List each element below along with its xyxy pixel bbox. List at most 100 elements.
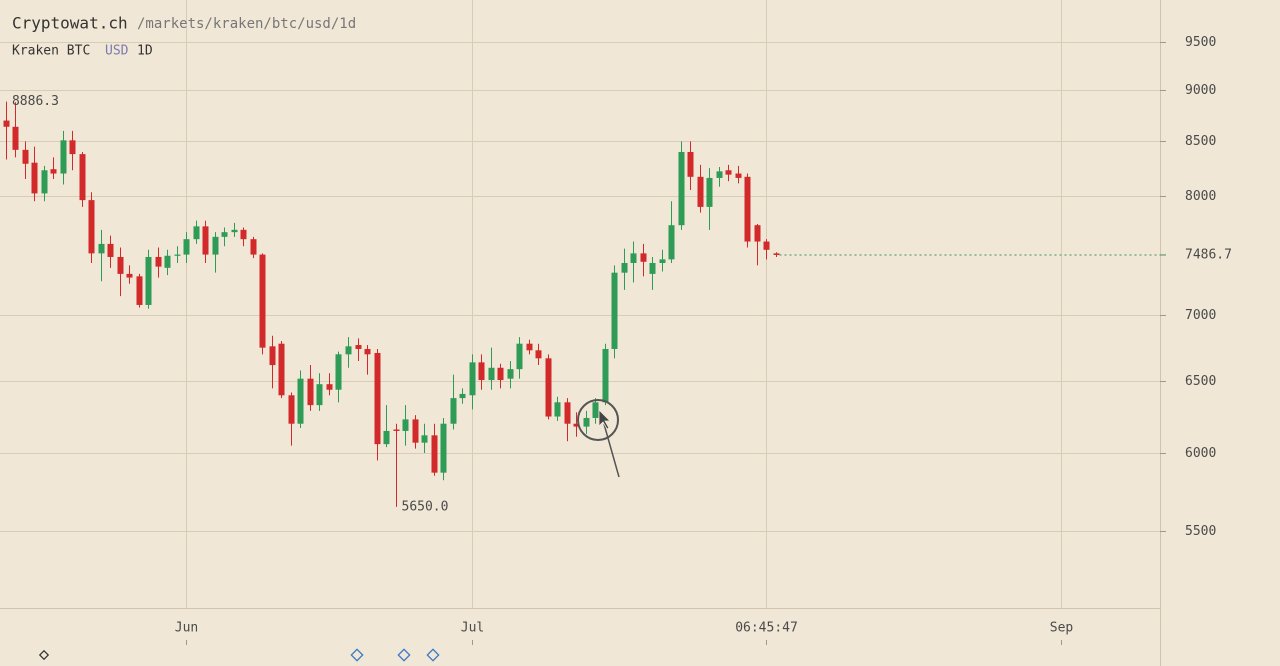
candle-body — [459, 393, 466, 399]
event-marker[interactable] — [350, 648, 364, 662]
candle-body — [316, 384, 323, 406]
candle-body — [554, 402, 561, 417]
period[interactable]: 1D — [137, 44, 153, 59]
candle-body — [469, 362, 476, 396]
candle-body — [697, 176, 704, 207]
candle-body — [12, 126, 19, 150]
candle-body — [412, 419, 419, 443]
market-name: Kraken BTC — [12, 44, 90, 59]
candle-body — [583, 417, 590, 427]
y-tick-label: 8500 — [1185, 134, 1216, 149]
candle-body — [706, 177, 713, 207]
candle-body — [488, 367, 495, 381]
candle-body — [402, 419, 409, 431]
site-title[interactable]: Cryptowat.ch — [12, 14, 128, 33]
candle-body — [773, 253, 780, 255]
candle-body — [231, 229, 238, 233]
y-tick-label: 6500 — [1185, 374, 1216, 389]
candle-body — [621, 262, 628, 273]
candle-body — [630, 253, 637, 263]
candle-body — [602, 348, 609, 403]
candle-body — [649, 262, 656, 274]
candle-body — [640, 253, 647, 262]
candle-body — [592, 402, 599, 418]
candle-body — [763, 241, 770, 250]
candle-body — [193, 226, 200, 240]
candle-body — [393, 429, 400, 431]
candle-body — [88, 200, 95, 254]
candle-body — [269, 346, 276, 366]
last-price-label: 7486.7 — [1185, 247, 1232, 262]
candle-body — [450, 398, 457, 424]
candle-body — [335, 354, 342, 390]
candle-body — [716, 171, 723, 178]
candle-body — [507, 369, 514, 379]
candle-body — [383, 430, 390, 445]
event-markers — [38, 648, 440, 662]
candle-body — [297, 378, 304, 424]
candle-body — [145, 256, 152, 305]
x-tick-label: Jun — [175, 621, 198, 636]
candle-body — [478, 362, 485, 381]
candle-body — [69, 140, 76, 155]
candle-body — [41, 170, 48, 194]
candle-body — [31, 162, 38, 194]
candle-body — [3, 120, 10, 127]
candle-body — [744, 176, 751, 242]
candle-body — [431, 435, 438, 473]
candle-body — [126, 273, 133, 278]
candle-body — [355, 345, 362, 349]
x-tick-label: 06:45:47 — [735, 621, 798, 636]
candle-body — [288, 395, 295, 424]
event-marker[interactable] — [397, 648, 411, 662]
candle-body — [50, 169, 57, 174]
y-tick-label: 8000 — [1185, 189, 1216, 204]
candle-body — [725, 170, 732, 175]
candle-body — [421, 435, 428, 443]
candle-body — [155, 256, 162, 267]
candle-body — [516, 343, 523, 370]
candle-body — [212, 236, 219, 255]
candle-body — [259, 254, 266, 348]
x-tick-label: Sep — [1050, 621, 1074, 636]
market-path: /markets/kraken/btc/usd/1d — [137, 16, 356, 32]
y-tick-label: 7000 — [1185, 308, 1216, 323]
candle-body — [174, 254, 181, 256]
candle-body — [659, 259, 666, 263]
candle-body — [98, 243, 105, 254]
candle-body — [250, 239, 257, 255]
candle-body — [735, 173, 742, 178]
candles — [0, 0, 1160, 608]
candle-body — [60, 140, 67, 174]
candle-body — [345, 346, 352, 355]
candle-body — [535, 350, 542, 359]
candle-body — [326, 384, 333, 390]
candle-body — [183, 239, 190, 255]
candle-body — [107, 243, 114, 257]
candle-body — [526, 343, 533, 351]
candle-body — [497, 367, 504, 381]
candle-body — [117, 256, 124, 274]
candle-body — [240, 229, 247, 240]
candle-body — [440, 423, 447, 473]
event-marker[interactable] — [426, 648, 440, 662]
event-marker[interactable] — [38, 649, 50, 661]
candle-body — [687, 151, 694, 177]
candle-body — [754, 225, 761, 242]
candle-body — [611, 272, 618, 349]
candle-body — [678, 151, 685, 226]
y-tick-label: 9500 — [1185, 35, 1216, 50]
candle-body — [307, 378, 314, 406]
quote-currency[interactable]: USD — [105, 44, 129, 59]
candle-body — [22, 149, 29, 164]
x-tick-label: Jul — [461, 621, 484, 636]
min-label: 5650.0 — [402, 499, 449, 514]
candle-body — [202, 226, 209, 255]
candle-body — [668, 225, 675, 260]
candle-body — [364, 348, 371, 355]
candle-body — [221, 232, 228, 237]
cursor-highlight — [577, 399, 620, 478]
candle-body — [564, 402, 571, 424]
